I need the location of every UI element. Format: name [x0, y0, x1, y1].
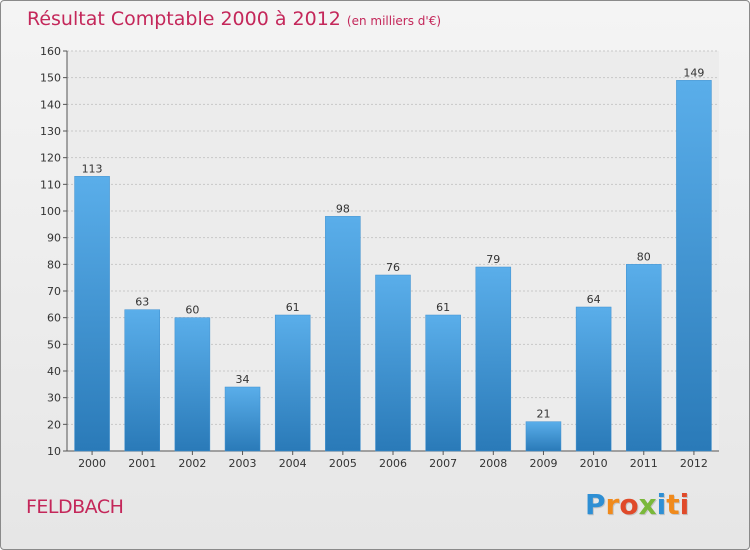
data-label-2009: 21 — [536, 408, 550, 421]
y-tick-label: 90 — [47, 232, 61, 245]
y-tick-label: 80 — [47, 258, 61, 271]
y-tick-label: 120 — [40, 152, 61, 165]
commune-name: FELDBACH — [26, 496, 124, 518]
logo-letter: x — [638, 488, 657, 521]
chart-title-text: Résultat Comptable 2000 à 2012 — [27, 8, 341, 30]
bar-2009 — [525, 421, 562, 452]
x-tick-label-2006: 2006 — [379, 457, 407, 470]
logo-letter: o — [619, 488, 639, 521]
x-tick-label-2007: 2007 — [429, 457, 457, 470]
data-label-2008: 79 — [486, 253, 500, 266]
x-tick-label-2003: 2003 — [229, 457, 257, 470]
y-tick-label: 100 — [40, 205, 61, 218]
y-tick-label: 20 — [47, 418, 61, 431]
y-tick-label: 30 — [47, 392, 61, 405]
data-label-2006: 76 — [386, 261, 400, 274]
x-tick-label-2002: 2002 — [178, 457, 206, 470]
x-tick-label-2001: 2001 — [128, 457, 156, 470]
chart-subtitle: (en milliers d'€) — [346, 14, 442, 28]
x-tick-label-2008: 2008 — [479, 457, 507, 470]
bar-2007 — [425, 314, 461, 452]
data-label-2001: 63 — [135, 296, 149, 309]
data-label-2004: 61 — [286, 301, 300, 314]
logo-letter: t — [666, 488, 680, 521]
bar-2006 — [375, 274, 411, 452]
x-tick-label-2004: 2004 — [279, 457, 307, 470]
bar-2003 — [224, 386, 261, 452]
proxiti-logo: Proxiti — [585, 488, 689, 521]
y-tick-label: 10 — [47, 445, 61, 458]
bar-2008 — [475, 266, 512, 452]
x-tick-label-2005: 2005 — [329, 457, 357, 470]
chart-title: Résultat Comptable 2000 à 2012 (en millie… — [27, 8, 441, 30]
data-label-2007: 61 — [436, 301, 450, 314]
data-label-2000: 113 — [82, 162, 103, 175]
y-tick-label: 130 — [40, 125, 61, 138]
y-tick-label: 160 — [40, 45, 61, 58]
data-label-2002: 60 — [185, 304, 199, 317]
y-tick-label: 40 — [47, 365, 61, 378]
bar-2002 — [174, 317, 211, 452]
x-tick-label-2010: 2010 — [580, 457, 608, 470]
data-label-2005: 98 — [336, 202, 350, 215]
y-tick-label: 140 — [40, 98, 61, 111]
y-tick-label: 150 — [40, 72, 61, 85]
data-label-2012: 149 — [683, 66, 704, 79]
y-tick-label: 60 — [47, 312, 61, 325]
y-tick-label: 70 — [47, 285, 61, 298]
x-tick-label-2009: 2009 — [529, 457, 557, 470]
data-label-2011: 80 — [637, 250, 651, 263]
x-tick-label-2012: 2012 — [680, 457, 708, 470]
bar-2012 — [676, 80, 712, 452]
y-tick-label: 110 — [40, 178, 61, 191]
logo-letter: r — [605, 488, 620, 521]
x-tick-label-2000: 2000 — [78, 457, 106, 470]
logo-letter: i — [679, 488, 690, 521]
bar-2001 — [124, 309, 160, 452]
y-tick-label: 50 — [47, 338, 61, 351]
data-label-2010: 64 — [587, 293, 601, 306]
bar-2011 — [626, 264, 662, 452]
bar-2000 — [74, 176, 110, 452]
data-label-2003: 34 — [236, 373, 250, 386]
bar-2004 — [274, 314, 311, 452]
logo-letter: i — [656, 488, 667, 521]
x-tick-label-2011: 2011 — [630, 457, 658, 470]
bar-2010 — [575, 306, 612, 452]
bar-2005 — [325, 216, 361, 452]
logo-letter: P — [585, 488, 606, 521]
